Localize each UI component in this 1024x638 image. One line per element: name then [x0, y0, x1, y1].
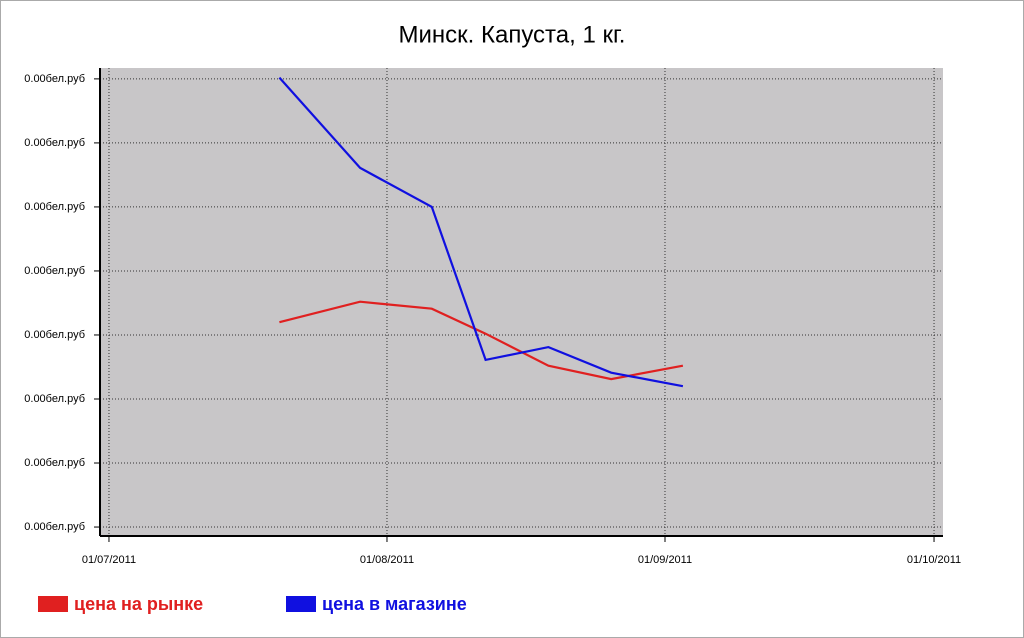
x-tick-label: 01/10/2011: [907, 554, 961, 566]
y-tick-label: 0.00бел.руб: [24, 457, 85, 469]
series-line: [279, 300, 684, 381]
x-tick-label: 01/07/2011: [82, 554, 136, 566]
y-tick-label: 0.00бел.руб: [24, 265, 85, 277]
legend-label: цена в магазине: [322, 594, 467, 614]
x-tick-label: 01/08/2011: [360, 554, 414, 566]
y-tick-label: 0.00бел.руб: [24, 521, 85, 533]
legend-swatch: [286, 596, 316, 612]
y-tick-label: 0.00бел.руб: [24, 329, 85, 341]
y-tick-label: 0.00бел.руб: [24, 393, 85, 405]
chart-title: Минск. Капуста, 1 кг.: [399, 21, 626, 48]
plot-area: [100, 68, 943, 536]
legend-label: цена на рынке: [74, 594, 203, 614]
y-tick-label: 0.00бел.руб: [24, 73, 85, 85]
series-line: [278, 76, 684, 388]
legend-swatch: [38, 596, 68, 612]
y-tick-label: 0.00бел.руб: [24, 137, 85, 149]
x-tick-label: 01/09/2011: [638, 554, 692, 566]
y-tick-label: 0.00бел.руб: [24, 201, 85, 213]
